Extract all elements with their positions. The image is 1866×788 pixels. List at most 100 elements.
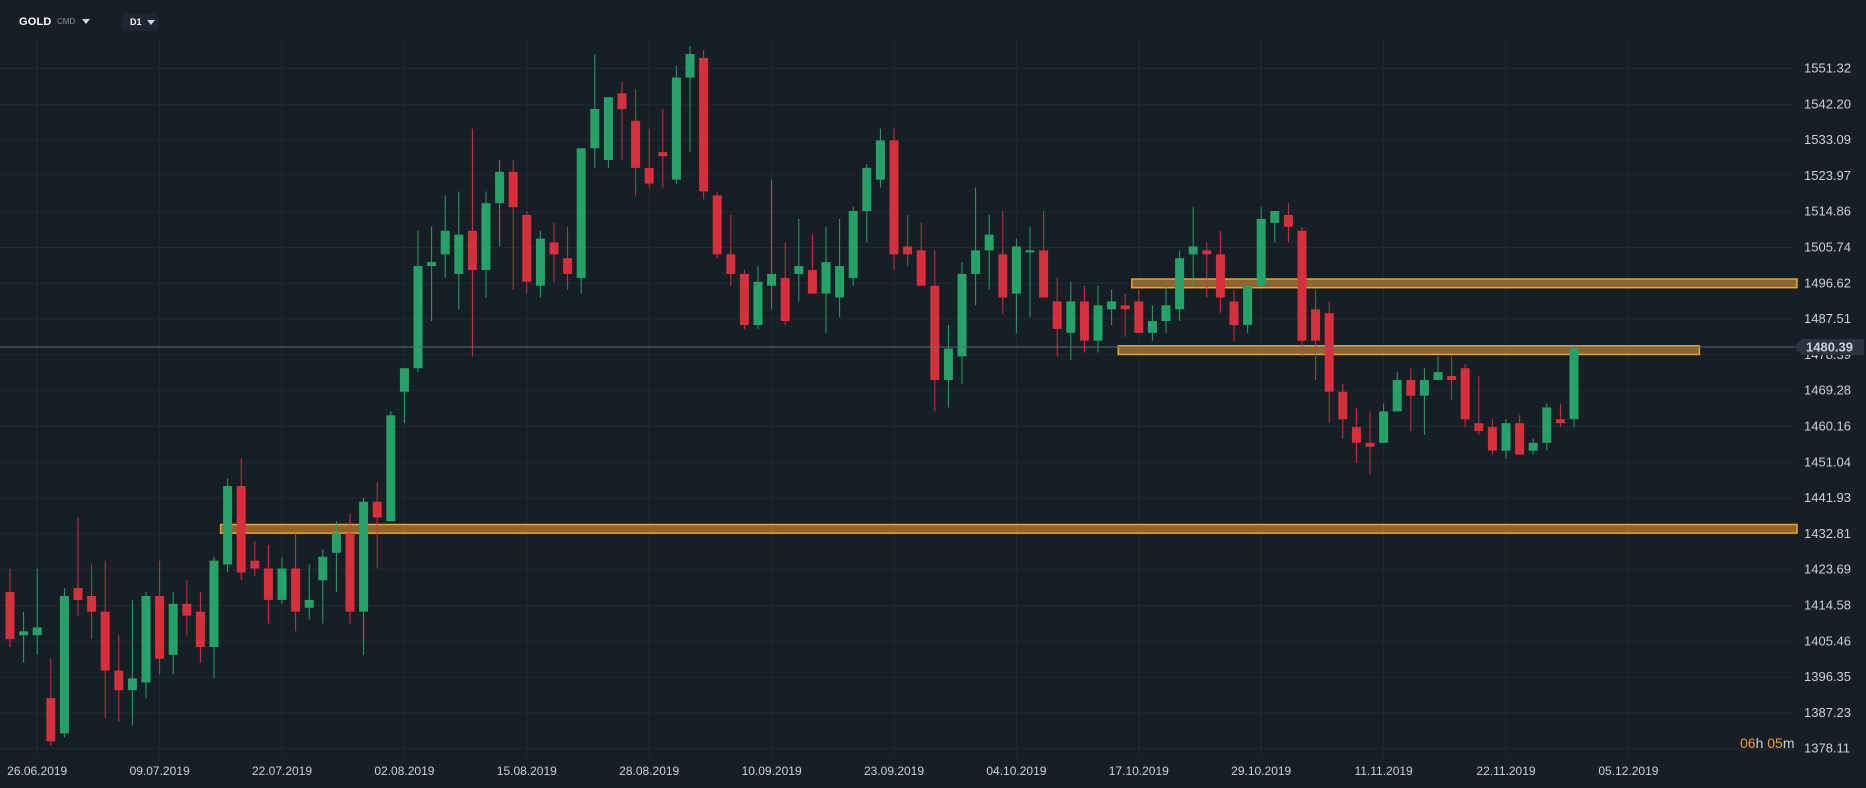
- candle: [195, 592, 205, 663]
- candle: [46, 658, 56, 746]
- candle: [454, 191, 464, 310]
- candle: [699, 50, 709, 200]
- candle: [563, 226, 573, 290]
- candle: [467, 128, 477, 357]
- candle: [1351, 407, 1361, 463]
- candle-body: [1392, 379, 1402, 412]
- candle: [223, 478, 233, 573]
- candle: [73, 517, 83, 616]
- candle-body: [100, 611, 110, 671]
- candle: [263, 544, 273, 624]
- candle-body: [1379, 411, 1389, 443]
- candle: [671, 65, 681, 184]
- candle: [87, 564, 97, 640]
- candle: [848, 207, 858, 286]
- candle: [209, 556, 219, 679]
- candle: [1066, 281, 1076, 361]
- current-price-badge: 1480.39: [1794, 339, 1864, 356]
- countdown-minutes: 05: [1767, 735, 1783, 751]
- date-axis[interactable]: 26.06.2019 09.07.2019 22.07.2019 02.08.2019…: [7, 764, 1659, 778]
- symbol-name[interactable]: GOLD: [19, 16, 52, 28]
- candle: [32, 568, 42, 655]
- candle-body: [19, 631, 29, 636]
- candle: [1147, 305, 1157, 341]
- candle: [998, 211, 1008, 314]
- candle: [862, 163, 872, 243]
- candle-body: [1528, 442, 1538, 451]
- candle-body: [739, 273, 749, 325]
- candle-body: [957, 273, 967, 357]
- candle: [1419, 368, 1429, 435]
- candle: [1161, 285, 1171, 333]
- candle-body: [971, 250, 981, 274]
- candle-body: [1270, 211, 1280, 223]
- price-tick-label: 1460.16: [1804, 418, 1851, 433]
- candle: [1338, 383, 1348, 439]
- candle: [481, 191, 491, 298]
- support-resistance-zones: [219, 278, 1798, 534]
- candle: [1528, 438, 1538, 455]
- candle: [114, 635, 124, 722]
- candle: [1120, 293, 1130, 337]
- countdown-m-unit: m: [1782, 735, 1795, 751]
- candle: [685, 46, 695, 153]
- candle: [1243, 285, 1253, 333]
- candle-body: [1338, 391, 1348, 420]
- date-tick-label: 29.10.2019: [1231, 764, 1291, 778]
- candle: [631, 89, 641, 196]
- candle-body: [1175, 258, 1185, 310]
- candle-body: [1460, 368, 1470, 420]
- candle: [1365, 411, 1375, 475]
- candle: [943, 324, 953, 408]
- candle-body: [32, 627, 42, 636]
- candle-body: [1487, 427, 1497, 451]
- candle-body: [943, 348, 953, 380]
- timeframe-label: D1: [130, 17, 142, 27]
- candle-body: [889, 140, 899, 255]
- candle: [875, 128, 885, 188]
- price-tick-label: 1396.35: [1804, 669, 1851, 684]
- candle-body: [1011, 246, 1021, 294]
- candle-body: [658, 152, 668, 157]
- candle: [372, 482, 382, 569]
- candle-body: [794, 266, 804, 274]
- candle: [1039, 211, 1049, 298]
- candle-body: [263, 568, 273, 600]
- candle: [1515, 415, 1525, 455]
- candle: [712, 191, 722, 259]
- candle: [549, 222, 559, 282]
- candle-body: [195, 611, 205, 648]
- candle-body: [862, 167, 872, 212]
- candle: [726, 215, 736, 286]
- candle: [644, 128, 654, 188]
- candle-body: [1120, 305, 1130, 310]
- candle-body: [399, 368, 409, 392]
- candle-body: [1243, 285, 1253, 325]
- candle-body: [1351, 427, 1361, 443]
- candle-body: [767, 273, 777, 286]
- timeframe-dropdown[interactable]: D1: [122, 13, 158, 31]
- candle-body: [467, 230, 477, 271]
- candle: [889, 128, 899, 271]
- candle: [1175, 250, 1185, 322]
- candle-body: [835, 266, 845, 298]
- price-tick-label: 1514.86: [1804, 204, 1851, 219]
- candle: [399, 368, 409, 424]
- candle-body: [223, 486, 233, 565]
- price-tick-label: 1451.04: [1804, 454, 1851, 469]
- candle: [971, 187, 981, 306]
- candle-body: [182, 603, 192, 616]
- candle: [236, 458, 246, 581]
- candle-body: [413, 266, 423, 369]
- candle: [250, 540, 260, 577]
- symbol-dropdown-icon[interactable]: [82, 19, 90, 24]
- candle-body: [1025, 250, 1035, 253]
- candle-body: [631, 120, 641, 168]
- candle: [1093, 285, 1103, 353]
- price-axis[interactable]: 1551.32 1542.20 1533.09 1523.97 1514.86 1505.…: [1804, 60, 1851, 755]
- candle-body: [821, 262, 831, 294]
- candle: [359, 497, 369, 655]
- date-tick-label: 11.11.2019: [1354, 764, 1413, 778]
- candle-body: [671, 77, 681, 180]
